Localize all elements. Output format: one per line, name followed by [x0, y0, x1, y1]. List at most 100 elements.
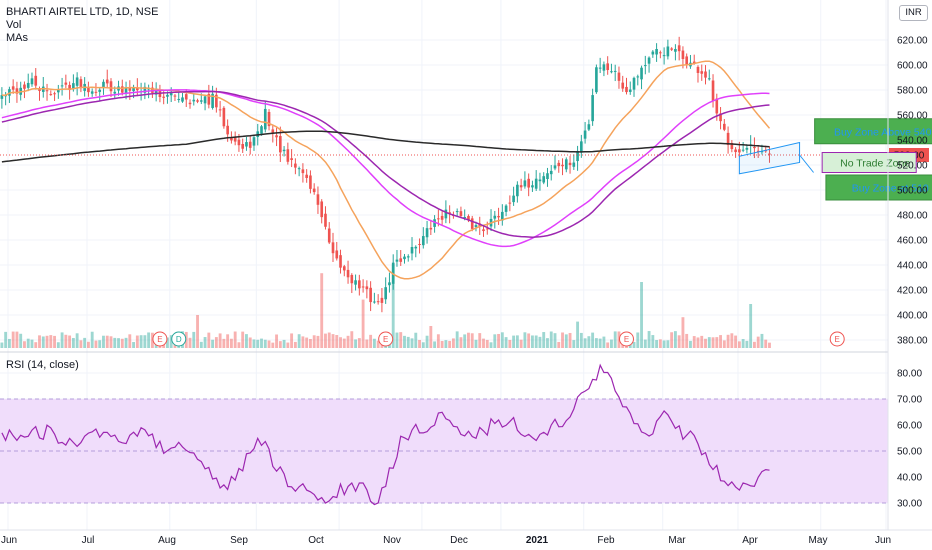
volume-bar [346, 335, 350, 348]
event-marker-label: E [835, 335, 840, 344]
candle-body [580, 141, 583, 153]
volume-bar [745, 340, 749, 348]
volume-bar [576, 321, 580, 348]
candle-body [113, 91, 117, 94]
candle-body [485, 228, 489, 230]
candle-body [606, 63, 609, 71]
candle-body [87, 87, 90, 93]
volume-bar [425, 335, 429, 348]
candle-body [768, 153, 771, 155]
event-marker [378, 331, 394, 347]
candle-body [628, 89, 632, 92]
volume-bar [365, 339, 369, 348]
currency-badge[interactable]: INR [899, 5, 928, 21]
buy-zone-at-box [825, 174, 932, 201]
candle-body [226, 125, 229, 135]
volume-bar [188, 337, 192, 348]
volume-bar [707, 337, 711, 348]
candle-body [188, 102, 192, 105]
time-tick-label: Oct [308, 535, 324, 546]
price-tick-label: 420.00 [897, 286, 928, 297]
price-tick-label: 620.00 [897, 36, 928, 47]
currency-label: INR [905, 7, 922, 18]
candle-body [403, 256, 406, 260]
candle-body [598, 67, 602, 69]
candle-body [222, 107, 226, 127]
rsi-tick-label: 80.00 [897, 369, 922, 380]
volume-bar [45, 335, 49, 348]
price-tick-label: 540.00 [897, 136, 928, 147]
candle-body [704, 71, 707, 78]
volume-bar [478, 333, 482, 348]
candle-body [707, 78, 711, 80]
price-tick-label: 520.00 [897, 161, 928, 172]
volume-bar [418, 339, 421, 348]
candle-body [719, 113, 722, 122]
volume-bar [102, 335, 105, 348]
volume-bars [0, 264, 771, 348]
candle-body [700, 71, 704, 74]
candle-body [132, 87, 135, 92]
volume-bar [436, 334, 440, 348]
volume-bar [670, 332, 674, 348]
volume-bar [49, 335, 53, 348]
volume-bar [403, 335, 406, 348]
rsi-polyline [1, 363, 770, 506]
candle-body [406, 256, 410, 258]
volume-bar [357, 338, 361, 348]
volume-bar [527, 333, 531, 348]
volume-bar [583, 338, 587, 348]
volume-bar [564, 334, 568, 348]
volume-bar [523, 332, 527, 348]
candle-body [463, 217, 467, 219]
volume-bar [79, 340, 83, 348]
volume-bar [192, 331, 196, 348]
candle-body [102, 81, 105, 89]
candle-body [128, 87, 132, 91]
candle-body [75, 77, 79, 86]
volume-bar [376, 340, 380, 348]
volume-bar [150, 332, 154, 348]
triangle-pattern [738, 141, 801, 175]
candle-body [211, 93, 214, 108]
volume-bar [4, 331, 8, 348]
volume-bar [512, 335, 516, 348]
event-marker-label: E [383, 335, 388, 344]
volume-bar [610, 339, 613, 348]
volume-bar [719, 335, 722, 348]
volume-bar [508, 339, 512, 348]
volume-bar [470, 333, 474, 348]
volume-bar [519, 339, 523, 348]
volume-bar [324, 333, 327, 348]
volume-bar [534, 335, 538, 348]
candle-body [245, 142, 248, 147]
time-tick-label: Feb [597, 535, 615, 546]
candle-body [696, 66, 700, 73]
volume-bar [263, 339, 267, 348]
candle-body [723, 123, 726, 130]
volume-bar [90, 331, 94, 348]
candle-body [23, 84, 26, 89]
candle-body [538, 179, 542, 182]
volume-bar [636, 332, 640, 348]
candle-body [674, 48, 677, 52]
volume-bar [500, 332, 504, 348]
volume-bar [406, 336, 410, 348]
volume-bar [489, 342, 493, 348]
candle-body [564, 159, 568, 170]
volume-bar [482, 338, 485, 348]
candle-body [557, 162, 561, 167]
candle-body [493, 215, 497, 219]
volume-bar [666, 340, 670, 348]
candle-body [437, 218, 440, 220]
candle-body [621, 82, 625, 89]
candle-body [105, 79, 109, 84]
volume-bar [752, 341, 756, 348]
volume-bar [542, 332, 546, 348]
volume-bar [587, 336, 591, 348]
candle-body [625, 86, 628, 93]
volume-bar [455, 331, 459, 348]
candle-body [418, 243, 421, 245]
candle-body [327, 228, 331, 243]
